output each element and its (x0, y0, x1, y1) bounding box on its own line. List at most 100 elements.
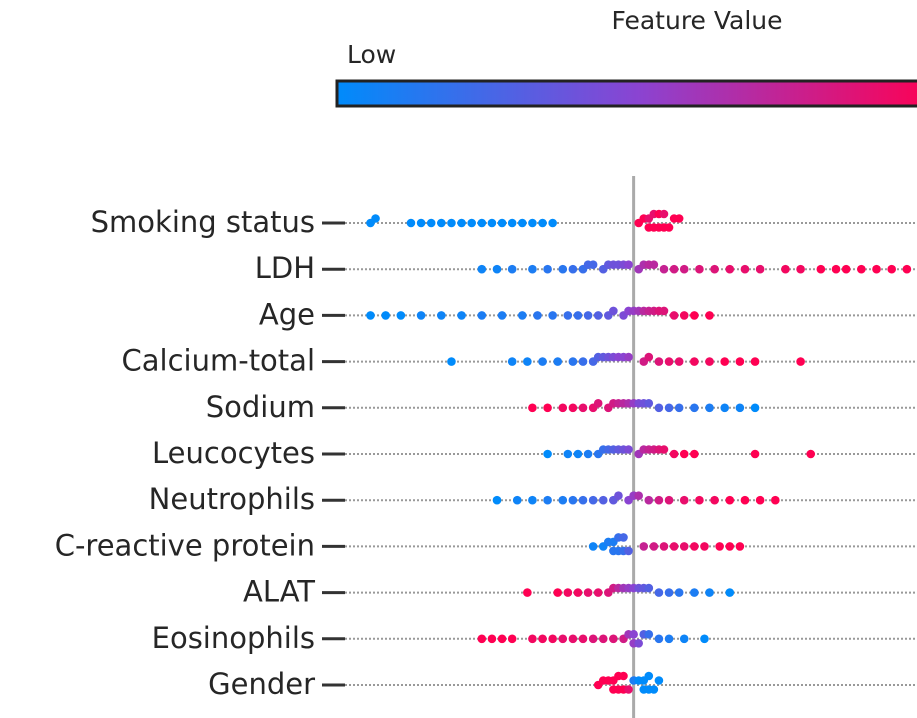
dot (806, 449, 816, 459)
feature-label: Neutrophils (149, 482, 315, 516)
dot (750, 357, 760, 366)
dot (659, 209, 669, 219)
dot (725, 542, 735, 551)
dot (725, 588, 735, 597)
dot (543, 495, 552, 505)
dot (568, 634, 578, 644)
dot (371, 214, 380, 223)
dot (619, 671, 628, 681)
dot (857, 264, 866, 274)
dot (578, 403, 588, 413)
dot (583, 449, 593, 459)
dot (629, 630, 638, 639)
dot (578, 634, 588, 644)
colorbar-label: Feature Value (611, 6, 782, 35)
dot (548, 311, 557, 320)
dot (624, 546, 633, 556)
dot (538, 357, 547, 366)
dot (517, 218, 527, 228)
dot (588, 495, 598, 505)
dot (533, 311, 542, 320)
dot (492, 495, 502, 505)
dot (720, 357, 730, 366)
feature-label: Calcium-total (122, 344, 315, 378)
dot (624, 260, 633, 270)
dot (710, 495, 719, 505)
dot (654, 357, 664, 366)
dot (548, 218, 557, 228)
dot (416, 218, 426, 228)
dot (507, 264, 517, 274)
dot (690, 588, 699, 597)
dot (705, 403, 714, 413)
dot (416, 311, 426, 320)
dot (558, 495, 568, 505)
dot (609, 634, 618, 644)
dot (841, 264, 851, 274)
dot (598, 634, 608, 644)
dot (750, 449, 760, 459)
dot (664, 588, 674, 597)
dot (659, 264, 669, 274)
dot (619, 533, 628, 542)
dot (487, 218, 497, 228)
dot (639, 542, 649, 551)
dot (447, 357, 456, 366)
dot (609, 306, 618, 316)
dot (872, 264, 881, 274)
dot (644, 583, 654, 593)
dot (755, 495, 765, 505)
dot (649, 685, 659, 694)
dot (588, 260, 598, 270)
feature-label: Gender (208, 667, 315, 701)
dot (659, 445, 669, 454)
feature-label: Age (259, 297, 315, 331)
colorbar (335, 79, 917, 108)
dot (695, 264, 704, 274)
dot (437, 311, 446, 320)
dot (715, 542, 724, 551)
dot (669, 311, 679, 320)
dot (447, 218, 456, 228)
dot (497, 311, 507, 320)
dot (679, 311, 689, 320)
dot (664, 357, 674, 366)
dot (583, 588, 593, 597)
dot (654, 588, 664, 597)
dot (558, 264, 568, 274)
dot (528, 495, 537, 505)
dot (543, 449, 552, 459)
dot (690, 542, 699, 551)
dot (538, 634, 547, 644)
dot (781, 264, 790, 274)
dot (720, 403, 730, 413)
dot (664, 223, 674, 232)
dot (735, 357, 745, 366)
dot (553, 588, 563, 597)
dot (568, 403, 578, 413)
dot (669, 542, 679, 551)
dot (477, 264, 487, 274)
feature-label: C-reactive protein (55, 528, 315, 562)
dot (690, 449, 699, 459)
dot (690, 311, 699, 320)
dot (593, 311, 603, 320)
dot (710, 264, 719, 274)
dot (426, 218, 436, 228)
dot (664, 403, 674, 413)
dot (507, 218, 517, 228)
feature-label: Eosinophils (152, 621, 315, 655)
dot (568, 264, 578, 274)
dot (705, 588, 714, 597)
dot (568, 357, 578, 366)
dot (396, 311, 406, 320)
dot (477, 311, 487, 320)
dot (669, 449, 679, 459)
dot (517, 311, 527, 320)
dot (644, 495, 654, 505)
dot (583, 311, 593, 320)
dot (548, 634, 557, 644)
dot (902, 264, 912, 274)
feature-label: Sodium (206, 390, 315, 424)
